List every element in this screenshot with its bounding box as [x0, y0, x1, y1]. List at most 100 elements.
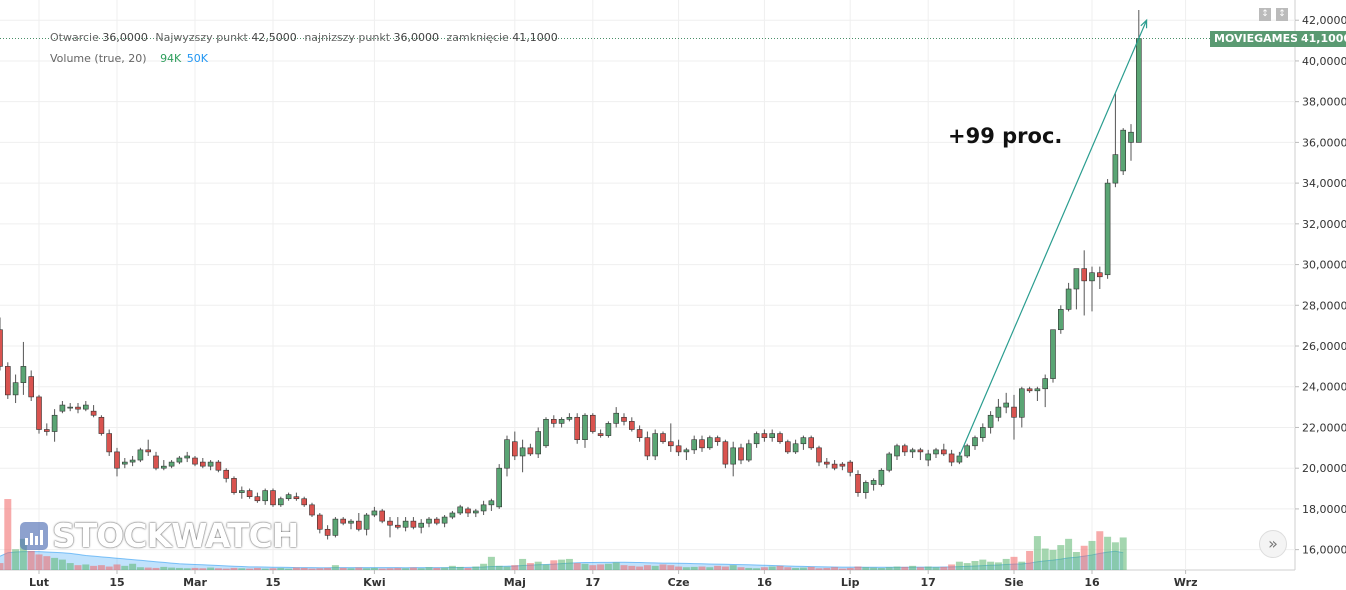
candle-body [285, 494, 292, 500]
volume-bar [43, 556, 51, 570]
volume-bar [659, 564, 667, 570]
candle-body [410, 520, 417, 528]
gain-annotation: +99 proc. [948, 124, 1063, 148]
volume-bar [175, 567, 183, 570]
volume-bar [316, 568, 324, 570]
candle-body [488, 500, 495, 506]
candle-body [1042, 378, 1048, 390]
candle-body [340, 518, 347, 524]
volume-legend[interactable]: Volume (true, 20) 94K 50K [50, 52, 208, 65]
volume-bar [378, 568, 386, 570]
volume-bar [1111, 542, 1119, 570]
volume-bar [448, 565, 456, 570]
y-tick-label: 38,0000 [1302, 96, 1346, 109]
candle-body [652, 433, 659, 457]
scroll-to-latest-button[interactable]: » [1259, 530, 1287, 558]
candle-body [480, 504, 487, 512]
volume-bar [987, 561, 995, 570]
volume-bar [464, 567, 472, 570]
y-tick-label: 28,0000 [1302, 299, 1346, 312]
candle-body [215, 461, 222, 471]
candle-body [153, 455, 159, 469]
volume-bar [1049, 549, 1057, 570]
volume-bar [854, 566, 862, 570]
volume-bar [1041, 548, 1049, 570]
stockwatch-watermark: STOCKWATCH [20, 516, 299, 555]
candle-body [496, 467, 503, 508]
volume-bar [885, 567, 893, 570]
y-tick-label: 40,0000 [1302, 55, 1346, 68]
volume-bar [612, 562, 620, 570]
price-axis[interactable]: 16,0000 18,0000 20,0000 22,0000 24,0000 26,00… [1295, 14, 1346, 557]
volume-bar [27, 550, 35, 570]
legend-close-label: zamknięcie [446, 31, 509, 44]
candle-body [714, 437, 721, 443]
volume-bar [12, 549, 20, 570]
volume-bar [222, 568, 230, 570]
legend-open-label: Otwarcie [50, 31, 99, 44]
legend-low-label: najnizszy punkt [304, 31, 391, 44]
time-axis[interactable]: Lut 15 Mar 15 Kwi Maj 17 Cze 16 Lip 17 Sie 16 Wrz [29, 570, 1198, 589]
candle-body [855, 473, 861, 493]
candle-body [472, 510, 479, 514]
candle-body [75, 406, 81, 410]
candle-body [20, 366, 27, 383]
candle-body [184, 455, 190, 459]
volume-bar [760, 567, 768, 570]
volume-bar [862, 567, 870, 570]
volume-bar [838, 568, 846, 570]
volume-bar [433, 567, 441, 570]
trend-arrow-head [1140, 18, 1148, 29]
y-tick-label: 42,0000 [1302, 14, 1346, 27]
candle-body [36, 396, 42, 430]
volume-bar [979, 559, 987, 570]
candle-body [1081, 268, 1087, 282]
volume-bar [565, 558, 573, 570]
volume-bar [1002, 558, 1010, 570]
candle-body [675, 445, 682, 453]
chart-settings-icon[interactable]: ↕ [1259, 8, 1271, 21]
candle-body [363, 514, 370, 530]
candle-body [519, 447, 526, 457]
volume-bar [1018, 561, 1026, 570]
volume-bar [932, 567, 940, 570]
last-price-tag: 41,1000 [1297, 30, 1346, 47]
volume-bar [105, 566, 113, 570]
x-tick-label: Lut [29, 576, 49, 589]
volume-bar [706, 567, 714, 570]
volume-bar [425, 567, 433, 570]
volume-bar [1072, 552, 1080, 570]
candle-body [621, 416, 627, 422]
volume-bar [690, 566, 698, 570]
candle-body [168, 461, 175, 467]
candle-body [784, 441, 791, 453]
candle-body [504, 439, 510, 469]
candle-body [566, 416, 573, 420]
candle-body [43, 429, 50, 432]
volume-bar [214, 568, 222, 570]
x-tick-label: Wrz [1174, 576, 1198, 589]
volume-bar [807, 566, 815, 570]
volume-bar [550, 560, 558, 570]
candle-body [847, 461, 854, 473]
volume-bar [82, 564, 90, 570]
volume-bar [901, 566, 909, 570]
volume-bar [347, 568, 355, 570]
volume-bar [924, 566, 932, 570]
candle-body [917, 449, 924, 453]
volume-bar [230, 567, 238, 570]
chart-expand-icon[interactable]: ↕ [1276, 8, 1288, 21]
candle-body [792, 443, 799, 453]
volume-bar [776, 565, 784, 570]
candle-body [301, 498, 308, 506]
x-tick-label: Maj [504, 576, 526, 589]
candle-body [597, 433, 604, 436]
y-tick-label: 36,0000 [1302, 136, 1346, 149]
volume-bar [971, 561, 979, 570]
volume-bar [402, 568, 410, 570]
volume-bar [714, 565, 722, 570]
candle-body [925, 453, 932, 461]
volume-bar [846, 567, 854, 570]
candle-body [161, 465, 167, 469]
